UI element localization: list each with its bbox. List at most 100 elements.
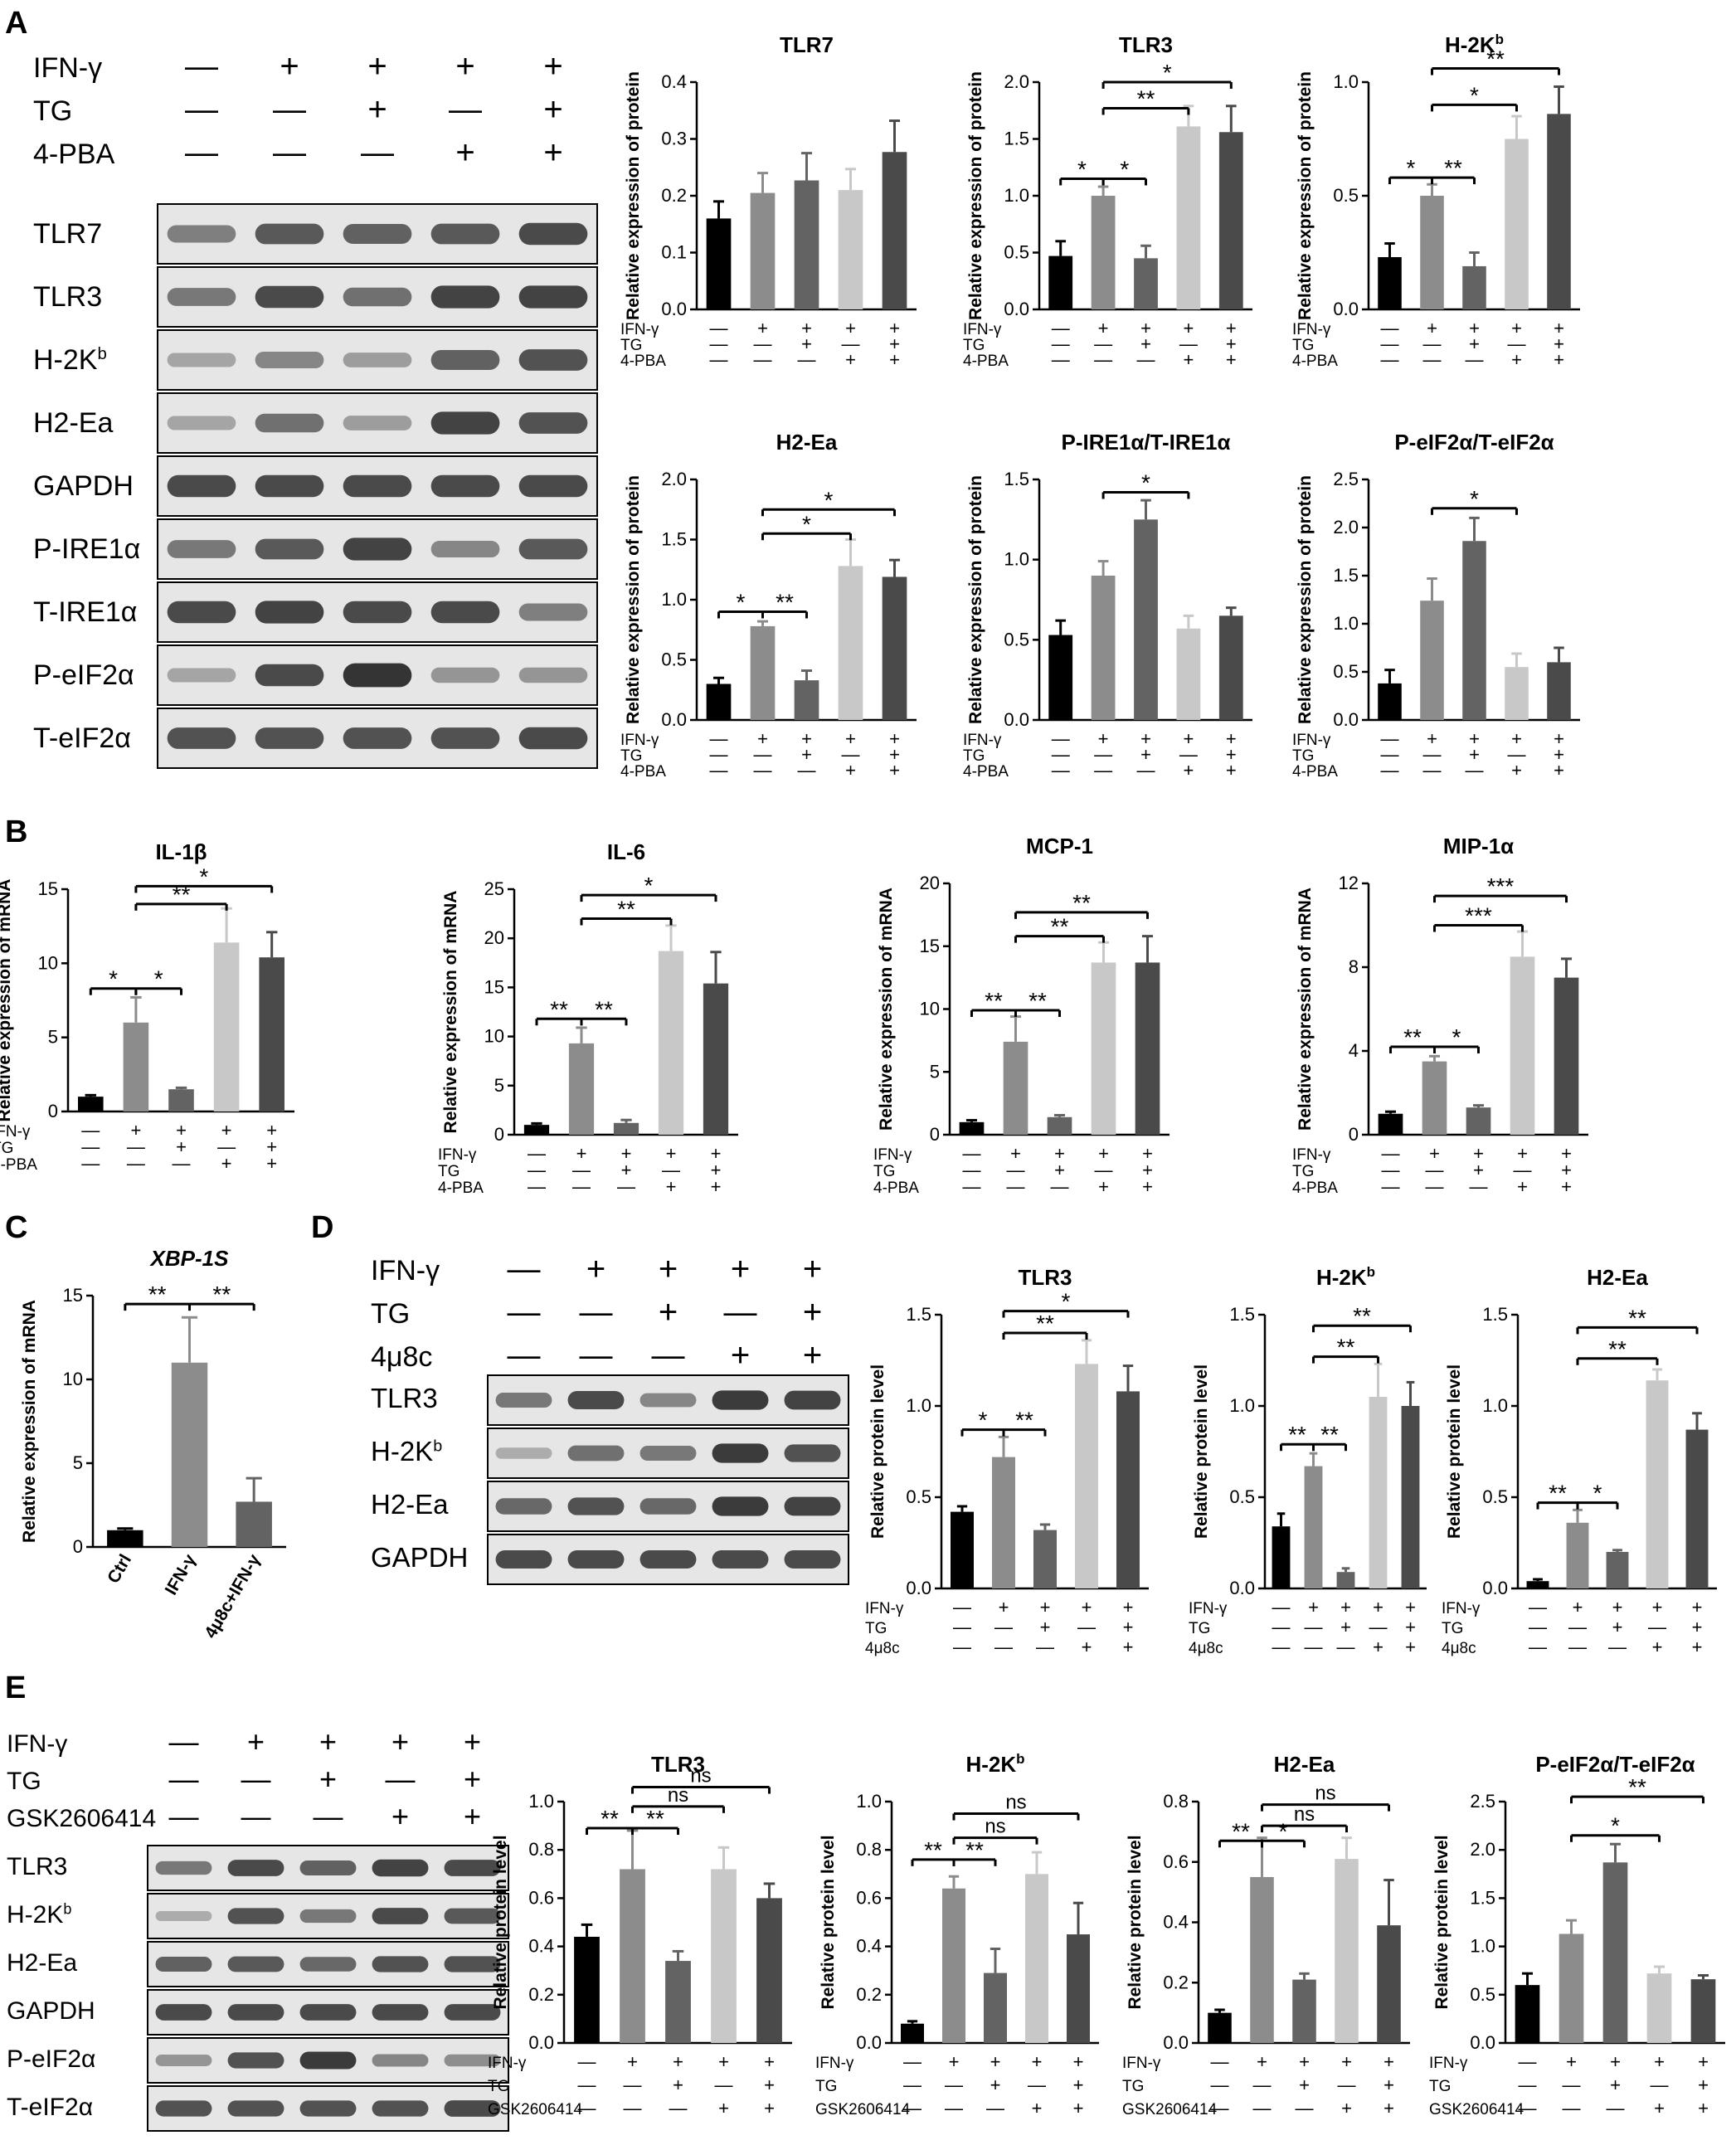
sig-label: * [1452, 1024, 1461, 1050]
condition-sign: + [845, 318, 856, 338]
condition-sign: + [1183, 760, 1194, 781]
blot-band [227, 1860, 284, 1876]
panel-label-a: A [5, 6, 27, 41]
bar [703, 983, 729, 1135]
condition-sign: — [273, 91, 306, 128]
blot-band [343, 727, 412, 749]
condition-sign: — [652, 1337, 685, 1374]
blot-band [372, 2004, 429, 2021]
condition-label: GSK2606414 [1122, 2101, 1218, 2118]
y-tick-label: 0 [73, 1536, 83, 1557]
blot-band [712, 1496, 769, 1516]
condition-sign: + [1183, 349, 1194, 370]
condition-label: GSK2606414 [1429, 2101, 1524, 2118]
condition-sign: — [81, 1136, 100, 1157]
blot-band [167, 668, 236, 683]
sig-label: ** [595, 996, 613, 1022]
condition-label: IFN-γ [1292, 732, 1331, 749]
condition-sign: + [1469, 728, 1480, 749]
sig-label: ns [1294, 1803, 1315, 1826]
y-tick-label: 1.0 [661, 589, 687, 610]
blot-band [299, 1957, 357, 1972]
condition-sign: + [455, 48, 474, 85]
condition-sign: — [386, 1762, 416, 1796]
blot-band [444, 2100, 501, 2117]
sig-label: ns [1315, 1783, 1335, 1805]
condition-sign: + [764, 2074, 775, 2095]
condition-sign: — [572, 1160, 591, 1180]
blot-band [430, 601, 500, 624]
blot-band [430, 349, 500, 371]
sig-label: ** [1444, 155, 1462, 181]
condition-sign: — [1382, 1143, 1400, 1164]
y-tick-label: 1.5 [1333, 565, 1359, 586]
condition-sign: + [718, 2051, 729, 2072]
condition-sign: — [710, 744, 728, 765]
condition-sign: — [1423, 744, 1442, 765]
condition-sign: — [903, 2074, 921, 2095]
bar [1091, 196, 1116, 309]
condition-sign: — [798, 349, 816, 370]
bar [959, 1121, 985, 1135]
condition-sign: + [1405, 1597, 1416, 1617]
y-tick-label: 10 [63, 1369, 83, 1389]
condition-sign: + [1610, 2051, 1621, 2072]
sig-label: ** [1137, 86, 1155, 112]
condition-sign: — [572, 1176, 591, 1197]
sig-label: ** [617, 897, 635, 922]
condition-sign: + [1383, 2074, 1394, 2095]
condition-label: 4-PBA [620, 353, 666, 370]
condition-label: TG [33, 95, 72, 127]
y-axis-label: Relative expression of protein [1296, 71, 1315, 320]
sig-label: ** [965, 1837, 984, 1863]
y-tick-label: 0.0 [906, 1578, 931, 1598]
condition-label: 4-PBA [1292, 1180, 1338, 1197]
bar [1566, 1522, 1589, 1588]
chart-title: IL-6 [607, 839, 645, 864]
bar [665, 1961, 691, 2043]
bar [1176, 126, 1201, 309]
condition-sign: + [576, 1143, 587, 1164]
y-tick-label: 15 [38, 878, 58, 899]
condition-sign: + [803, 1294, 822, 1330]
condition-sign: + [1698, 2098, 1709, 2118]
chart-title: P-IRE1α/T-IRE1α [1062, 430, 1231, 455]
bar [107, 1530, 143, 1547]
condition-sign: — [903, 2098, 921, 2118]
blot-band [372, 2054, 429, 2067]
y-tick-label: 0.5 [1004, 629, 1029, 649]
blot-band [518, 412, 588, 434]
y-tick-label: 0.0 [661, 709, 687, 730]
condition-label: IFN-γ [815, 2055, 854, 2072]
sig-label: * [1279, 1818, 1288, 1844]
condition-sign: + [543, 48, 562, 85]
chart-title: H2-Ea [1274, 1752, 1335, 1777]
y-tick-label: 1.0 [1004, 549, 1029, 570]
bar [1510, 956, 1535, 1135]
condition-sign: — [1381, 318, 1399, 338]
condition-sign: + [1040, 1597, 1051, 1617]
condition-label: 4μ8c [371, 1341, 432, 1373]
bar [168, 1089, 194, 1111]
condition-sign: + [1692, 1597, 1703, 1617]
condition-sign: + [1032, 2098, 1043, 2118]
condition-sign: — [798, 760, 816, 781]
bar [1272, 1526, 1291, 1588]
band-label: P-eIF2α [7, 2045, 95, 2073]
western-blot-d: IFN-γ — + + + + TG — — + — +4μ8c — — — + + TLR3 H-2Kb H2-Ea… [371, 1251, 849, 1585]
y-axis-label: Relative protein level [1432, 1835, 1452, 2009]
condition-sign: — [185, 91, 218, 128]
band-label: H2-Ea [7, 1949, 77, 1977]
condition-sign: + [764, 2098, 775, 2118]
bar [1646, 1973, 1672, 2043]
y-tick-label: 0.8 [1163, 1791, 1189, 1812]
condition-sign: — [1382, 1160, 1400, 1180]
condition-label: TG [1292, 1163, 1314, 1180]
condition-sign: — [1338, 2074, 1356, 2095]
condition-sign: + [999, 1597, 1009, 1617]
condition-sign: + [803, 1337, 822, 1374]
condition-sign: — [580, 1337, 613, 1374]
condition-label: TG [438, 1163, 460, 1180]
bar [574, 1936, 600, 2043]
blot-band [495, 1392, 552, 1408]
